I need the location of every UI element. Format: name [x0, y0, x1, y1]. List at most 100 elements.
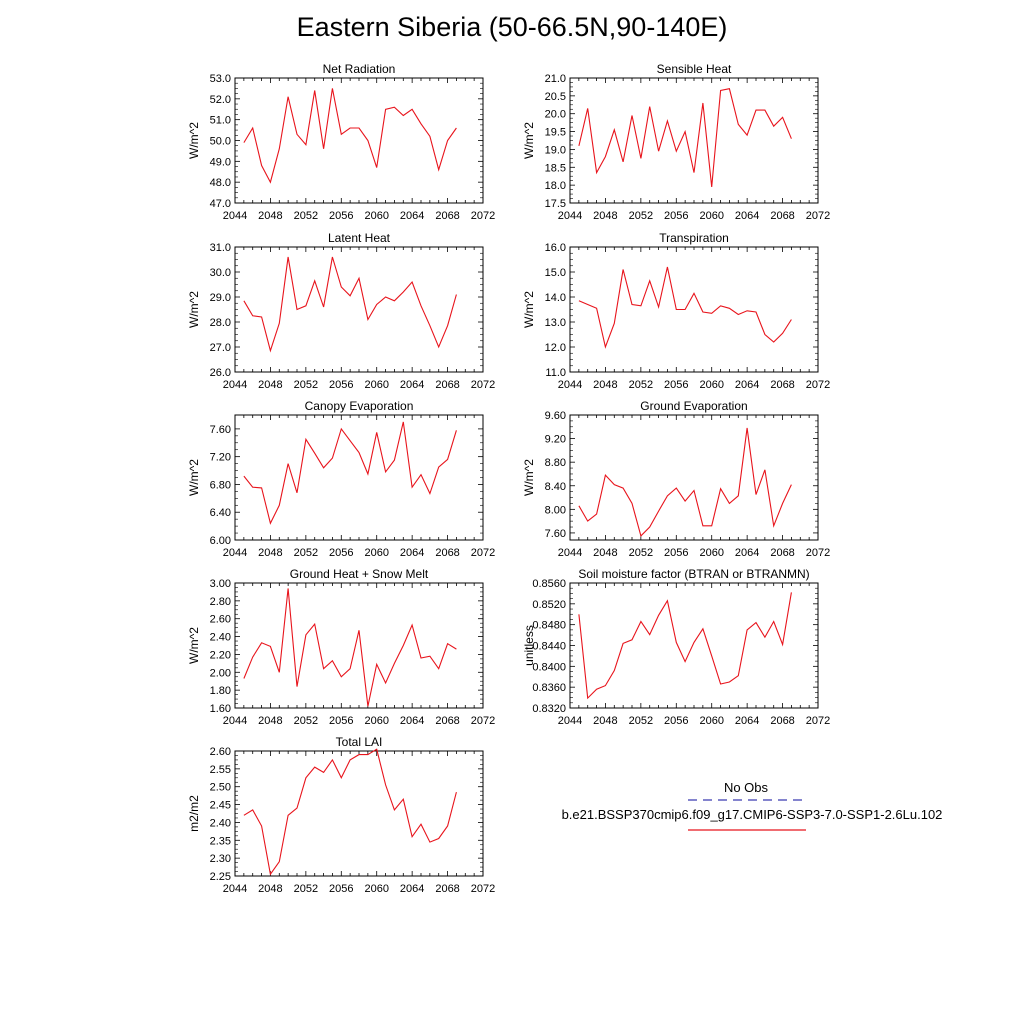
- y-tick-label: 52.0: [210, 94, 231, 106]
- y-tick-label: 6.40: [210, 507, 231, 519]
- y-tick-label: 9.60: [545, 410, 566, 422]
- y-axis-label: W/m^2: [187, 459, 201, 496]
- x-tick-label: 2060: [699, 210, 723, 222]
- y-tick-label: 19.0: [545, 144, 566, 156]
- x-tick-label: 2060: [364, 715, 388, 727]
- series-line: [243, 421, 457, 525]
- x-tick-label: 2060: [364, 210, 388, 222]
- y-tick-label: 8.40: [545, 481, 566, 493]
- y-tick-label: 12.0: [545, 342, 566, 354]
- x-tick-label: 2052: [629, 210, 653, 222]
- chart-title: Ground Evaporation: [640, 399, 747, 413]
- y-tick-label: 1.60: [210, 703, 231, 715]
- x-tick-label: 2068: [435, 210, 459, 222]
- x-tick-label: 2072: [806, 379, 830, 391]
- x-tick-label: 2056: [329, 547, 353, 559]
- y-tick-label: 11.0: [545, 367, 566, 379]
- y-tick-label: 6.80: [210, 479, 231, 491]
- x-tick-label: 2056: [664, 210, 688, 222]
- chart-panel: Ground Evaporation 2044 2048 2052 2056 2060 20…: [522, 399, 830, 559]
- y-axis-label: W/m^2: [522, 459, 536, 496]
- plot-frame: [569, 77, 819, 204]
- y-tick-label: 15.0: [545, 267, 566, 279]
- y-tick-label: 6.00: [210, 535, 231, 547]
- y-tick-label: 2.40: [210, 817, 231, 829]
- y-tick-label: 14.0: [545, 292, 566, 304]
- y-tick-label: 2.20: [210, 649, 231, 661]
- x-tick-label: 2044: [223, 883, 247, 895]
- chart-panel: Sensible Heat 2044 2048 2052 2056 2060 2064 206…: [522, 62, 830, 222]
- y-axis-label: unitless: [522, 625, 536, 666]
- x-tick-label: 2052: [629, 547, 653, 559]
- x-tick-label: 2044: [558, 210, 582, 222]
- y-tick-label: 20.5: [545, 91, 566, 103]
- x-tick-label: 2068: [770, 547, 794, 559]
- x-tick-label: 2044: [558, 715, 582, 727]
- series-line: [243, 748, 457, 876]
- x-tick-label: 2048: [258, 715, 282, 727]
- chart-title: Net Radiation: [323, 62, 396, 76]
- x-tick-label: 2048: [258, 547, 282, 559]
- y-tick-label: 48.0: [210, 177, 231, 189]
- y-tick-label: 1.80: [210, 685, 231, 697]
- y-tick-label: 21.0: [545, 73, 566, 85]
- y-axis-label: W/m^2: [187, 291, 201, 328]
- chart-title: Soil moisture factor (BTRAN or BTRANMN): [578, 567, 809, 581]
- y-tick-label: 30.0: [210, 267, 231, 279]
- y-axis-label: W/m^2: [187, 122, 201, 159]
- x-tick-label: 2056: [664, 715, 688, 727]
- plot-frame: [234, 246, 484, 373]
- x-tick-label: 2048: [593, 547, 617, 559]
- x-tick-label: 2044: [223, 210, 247, 222]
- y-tick-label: 19.5: [545, 127, 566, 139]
- chart-panel: Canopy Evaporation 2044 2048 2052 2056 2060 20…: [187, 399, 495, 559]
- y-tick-label: 8.00: [545, 504, 566, 516]
- chart-panel: Latent Heat 2044 2048 2052 2056 2060 2064 2068 2…: [187, 231, 495, 391]
- y-tick-label: 2.50: [210, 782, 231, 794]
- x-tick-label: 2064: [400, 883, 424, 895]
- x-tick-label: 2052: [294, 547, 318, 559]
- y-tick-label: 2.35: [210, 835, 231, 847]
- x-tick-label: 2068: [770, 715, 794, 727]
- y-tick-label: 29.0: [210, 292, 231, 304]
- y-axis-label: W/m^2: [522, 122, 536, 159]
- x-tick-label: 2060: [699, 715, 723, 727]
- y-tick-label: 27.0: [210, 342, 231, 354]
- x-tick-label: 2072: [471, 715, 495, 727]
- x-tick-label: 2064: [400, 210, 424, 222]
- x-tick-label: 2064: [400, 379, 424, 391]
- x-tick-label: 2068: [435, 379, 459, 391]
- chart-panel: Net Radiation 2044 2048 2052 2056 2060 2064 206…: [187, 62, 495, 222]
- y-tick-label: 9.20: [545, 434, 566, 446]
- series-line: [578, 266, 792, 349]
- y-tick-label: 26.0: [210, 367, 231, 379]
- x-tick-label: 2056: [329, 210, 353, 222]
- y-axis-label: W/m^2: [522, 291, 536, 328]
- x-tick-label: 2048: [258, 883, 282, 895]
- x-tick-label: 2056: [329, 379, 353, 391]
- series-line: [243, 88, 457, 184]
- y-axis-label: m2/m2: [187, 795, 201, 832]
- x-tick-label: 2048: [258, 210, 282, 222]
- x-tick-label: 2072: [806, 715, 830, 727]
- x-tick-label: 2068: [435, 715, 459, 727]
- series-line: [578, 88, 792, 187]
- x-tick-label: 2044: [223, 547, 247, 559]
- x-tick-label: 2064: [400, 547, 424, 559]
- y-tick-label: 8.80: [545, 457, 566, 469]
- x-tick-label: 2064: [735, 715, 759, 727]
- chart-title: Latent Heat: [328, 231, 391, 245]
- y-tick-label: 50.0: [210, 136, 231, 148]
- y-tick-label: 2.55: [210, 764, 231, 776]
- y-tick-label: 28.0: [210, 317, 231, 329]
- series-line: [578, 427, 792, 537]
- x-tick-label: 2048: [258, 379, 282, 391]
- x-tick-label: 2056: [329, 715, 353, 727]
- plot-frame: [234, 414, 484, 541]
- chart-panel: Soil moisture factor (BTRAN or BTRANMN) 2…: [522, 567, 830, 727]
- x-tick-label: 2052: [629, 715, 653, 727]
- series-line: [243, 588, 457, 707]
- y-tick-label: 31.0: [210, 242, 231, 254]
- x-tick-label: 2052: [294, 210, 318, 222]
